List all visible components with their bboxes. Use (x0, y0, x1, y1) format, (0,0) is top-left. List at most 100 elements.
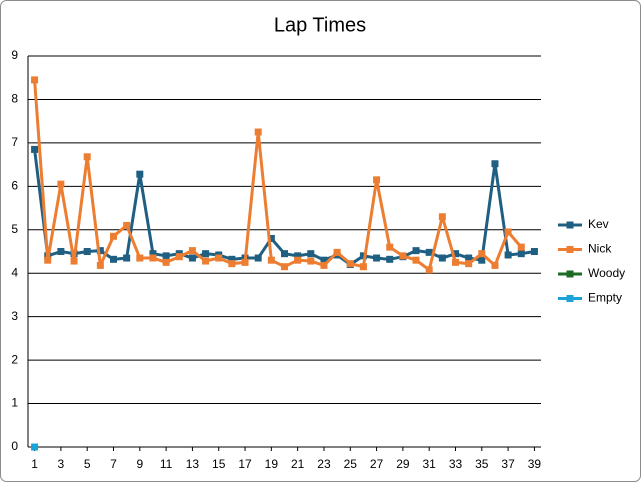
point (294, 252, 302, 260)
x-tick-label: 7 (110, 457, 117, 471)
point (96, 247, 104, 255)
point (162, 258, 170, 266)
legend-marker (566, 246, 574, 253)
point (215, 254, 223, 262)
point (333, 248, 341, 256)
x-tick-label: 17 (238, 457, 252, 471)
point (307, 257, 315, 265)
point (149, 254, 157, 262)
x-tick-label: 15 (212, 457, 226, 471)
legend-marker (566, 270, 574, 278)
point (504, 251, 512, 259)
x-tick-label: 11 (160, 457, 173, 471)
point (110, 232, 117, 240)
point (83, 248, 91, 255)
legend-label: Kev (588, 217, 609, 231)
point (386, 243, 394, 251)
point (504, 228, 512, 236)
point (346, 260, 354, 268)
point (136, 254, 144, 262)
point (162, 252, 170, 260)
point (267, 234, 275, 242)
point (57, 248, 65, 255)
point (465, 254, 473, 262)
point (123, 221, 131, 229)
x-tick-label: 37 (501, 457, 515, 471)
point (307, 250, 315, 258)
y-tick-label: 6 (11, 179, 18, 193)
point (452, 258, 459, 266)
point (294, 256, 302, 264)
y-tick-label: 3 (11, 309, 18, 323)
x-tick-label: 21 (291, 457, 305, 471)
x-tick-label: 9 (136, 457, 143, 471)
point (228, 255, 236, 263)
point (320, 261, 328, 269)
point (31, 443, 39, 451)
point (83, 153, 91, 161)
point (530, 248, 538, 255)
point (175, 253, 183, 261)
x-tick-label: 5 (84, 457, 91, 471)
point (70, 257, 78, 265)
point (228, 260, 236, 268)
point (412, 247, 420, 255)
x-tick-label: 35 (475, 457, 489, 471)
chart-title: Lap Times (274, 14, 366, 36)
legend-label: Empty (588, 291, 622, 305)
point (373, 176, 381, 184)
point (149, 250, 157, 258)
y-tick-label: 5 (11, 222, 18, 236)
x-tick-label: 33 (449, 457, 463, 471)
point (44, 256, 52, 264)
legend-label: Woody (588, 266, 625, 280)
x-tick-label: 31 (423, 457, 437, 471)
point (188, 247, 196, 255)
x-tick-label: 3 (58, 457, 65, 471)
point (412, 256, 420, 264)
point (399, 252, 407, 260)
point (425, 266, 433, 274)
point (359, 263, 367, 271)
x-tick-label: 1 (31, 457, 38, 471)
x-tick-label: 25 (344, 457, 358, 471)
x-tick-label: 27 (370, 457, 384, 471)
legend-marker (566, 295, 574, 302)
point (386, 255, 394, 263)
point (254, 254, 262, 262)
point (31, 76, 39, 84)
y-tick-label: 8 (11, 92, 18, 106)
point (478, 256, 486, 264)
x-tick-label: 29 (396, 457, 410, 471)
point (281, 250, 288, 258)
point (478, 250, 486, 258)
point (202, 257, 210, 265)
y-tick-label: 7 (11, 135, 18, 149)
point (254, 128, 262, 136)
point (96, 261, 104, 269)
point (438, 213, 446, 221)
y-tick-label: 0 (11, 439, 18, 453)
point (425, 248, 433, 256)
point (373, 254, 381, 262)
point (267, 256, 275, 264)
x-tick-label: 39 (528, 457, 542, 471)
point (452, 250, 459, 258)
point (359, 252, 367, 260)
legend-marker (566, 221, 574, 229)
point (491, 160, 499, 168)
point (136, 170, 144, 178)
point (465, 260, 473, 268)
legend-label: Nick (588, 242, 612, 256)
point (438, 254, 446, 262)
point (202, 250, 210, 258)
y-tick-label: 9 (11, 48, 18, 62)
point (57, 180, 65, 188)
point (110, 255, 117, 263)
point (31, 145, 39, 153)
x-tick-label: 23 (317, 457, 331, 471)
y-tick-label: 1 (11, 396, 18, 410)
x-tick-label: 19 (265, 457, 279, 471)
point (123, 254, 131, 262)
